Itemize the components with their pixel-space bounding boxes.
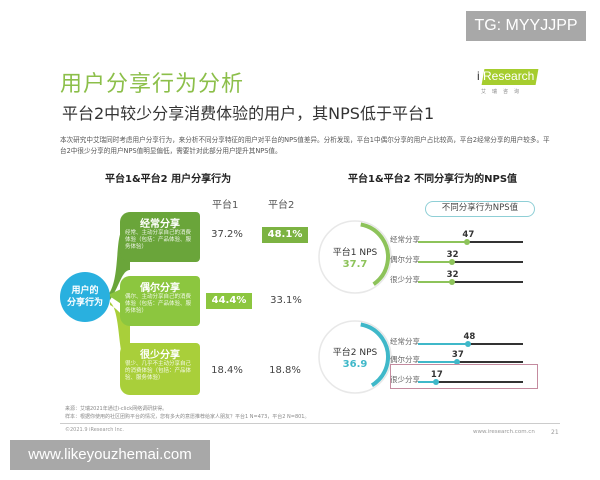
category-desc: 很少、几乎不主动分享自己的消费体验（包括：产品体验、服务体验）: [125, 361, 192, 381]
bar-label: 经常分享: [390, 337, 420, 346]
bar-fill: [418, 381, 436, 383]
bar-track: 32: [418, 270, 523, 285]
bar-value: 47: [462, 230, 475, 240]
bar-dot: [464, 238, 471, 245]
gauge-value: 36.9: [342, 359, 368, 370]
logo-text: Research: [483, 69, 535, 83]
pct-p1-rare: 18.4%: [211, 365, 243, 376]
bar-value: 17: [430, 370, 443, 380]
hub-circle: 用户的 分享行为: [60, 272, 110, 322]
bar-track: 17: [418, 370, 523, 385]
footer-divider: [60, 423, 560, 424]
pct-p1-occasional: 44.4%: [206, 293, 252, 309]
category-desc: 偶尔、主动分享自己的消费体验（包括：产品体验、服务体验）: [125, 294, 192, 314]
pct-p2-rare: 18.8%: [269, 365, 301, 376]
bar-value: 48: [463, 332, 476, 342]
bar-fill: [418, 281, 452, 283]
footnote: 来源：艾瑞2021年通过i-click网络调研获得。 样本：根据你使用的社区团购…: [65, 406, 310, 421]
footnote-source: 来源：艾瑞2021年通过i-click网络调研获得。: [65, 406, 168, 412]
bar-dot: [465, 340, 472, 347]
watermark-top: TG: MYYJJPP: [466, 11, 586, 41]
pct-p2-occasional: 33.1%: [270, 295, 302, 306]
bar-track: 47: [418, 230, 523, 245]
category-name: 偶尔分享: [140, 283, 180, 294]
gauge-value: 37.7: [342, 259, 368, 270]
page-subtitle: 平台2中较少分享消费体验的用户，其NPS低于平台1: [62, 104, 435, 123]
logo-cn: 艾瑞咨询: [481, 89, 526, 95]
watermark-bottom: www.likeyouzhemai.com: [10, 440, 210, 470]
bar-track: 37: [418, 350, 523, 365]
pct-p1-frequent: 37.2%: [211, 229, 243, 240]
pct-p2-frequent: 48.1%: [262, 227, 308, 243]
bar-dot: [448, 278, 455, 285]
category-rare: 很少分享 很少、几乎不主动分享自己的消费体验（包括：产品体验、服务体验）: [120, 343, 200, 395]
page-title: 用户分享行为分析: [60, 72, 245, 97]
legend-pill: 不同分享行为NPS值: [425, 201, 535, 217]
bar-fill: [418, 261, 452, 263]
gauge-platform1: 平台1 NPS 37.7: [315, 217, 395, 297]
bar-label: 经常分享: [390, 235, 420, 244]
gauge-label: 平台2 NPS: [332, 348, 378, 358]
bar-row: 经常分享 47: [390, 228, 535, 248]
left-section-title: 平台1&平台2 用户分享行为: [105, 174, 232, 185]
bar-fill: [418, 343, 469, 345]
category-name: 很少分享: [140, 350, 180, 361]
bar-label: 很少分享: [390, 275, 420, 284]
col-header-platform1: 平台1: [212, 200, 239, 211]
iresearch-logo: i Research 艾瑞咨询: [477, 68, 539, 98]
bar-dot: [453, 358, 460, 365]
category-frequent: 经常分享 经常、主动分享自己的消费体验（包括：产品体验、服务体验）: [120, 212, 200, 262]
bar-dot: [432, 378, 439, 385]
footnote-sample: 样本：根据你使用的社区团购平台的情况，您有多大的意愿推荐给家人朋友？平台1 N=…: [65, 413, 310, 420]
hub-label-line1: 用户的: [71, 286, 99, 296]
category-name: 经常分享: [140, 219, 180, 230]
bar-track: 32: [418, 250, 523, 265]
col-header-platform2: 平台2: [268, 200, 295, 211]
bar-track: 48: [418, 332, 523, 347]
bar-row: 偶尔分享 32: [390, 248, 535, 268]
bar-label: 很少分享: [390, 375, 420, 384]
site-url[interactable]: www.iresearch.com.cn: [473, 429, 535, 435]
gauge-ring-icon: [318, 220, 392, 294]
bar-row: 很少分享 17: [390, 368, 535, 388]
bar-label: 偶尔分享: [390, 255, 420, 264]
category-desc: 经常、主动分享自己的消费体验（包括：产品体验、服务体验）: [125, 230, 192, 250]
bar-row: 经常分享 48: [390, 330, 535, 350]
bar-dot: [448, 258, 455, 265]
page-description: 本次研究中艾瑞同时考虑用户分享行为，来分析不同分享特征的用户对平台的NPS值差异…: [60, 136, 550, 155]
bar-row: 偶尔分享 37: [390, 348, 535, 368]
gauge-ring-icon: [318, 320, 392, 394]
bar-value: 32: [446, 250, 459, 260]
gauge-platform2: 平台2 NPS 36.9: [315, 317, 395, 397]
bar-label: 偶尔分享: [390, 355, 420, 364]
bar-value: 32: [446, 270, 459, 280]
page-number: 21: [551, 429, 559, 436]
bar-fill: [418, 361, 457, 363]
right-section-title: 平台1&平台2 不同分享行为的NPS值: [348, 174, 518, 185]
logo-i: i: [477, 69, 480, 83]
copyright: ©2021.9 iResearch Inc.: [65, 427, 124, 433]
bar-fill: [418, 241, 468, 243]
bar-value: 37: [451, 350, 464, 360]
highlight-box-rare-platform2: [390, 364, 538, 389]
category-occasional: 偶尔分享 偶尔、主动分享自己的消费体验（包括：产品体验、服务体验）: [120, 276, 200, 326]
bar-row: 很少分享 32: [390, 268, 535, 288]
gauge-label: 平台1 NPS: [332, 248, 378, 258]
hub-label-line2: 分享行为: [66, 298, 103, 308]
